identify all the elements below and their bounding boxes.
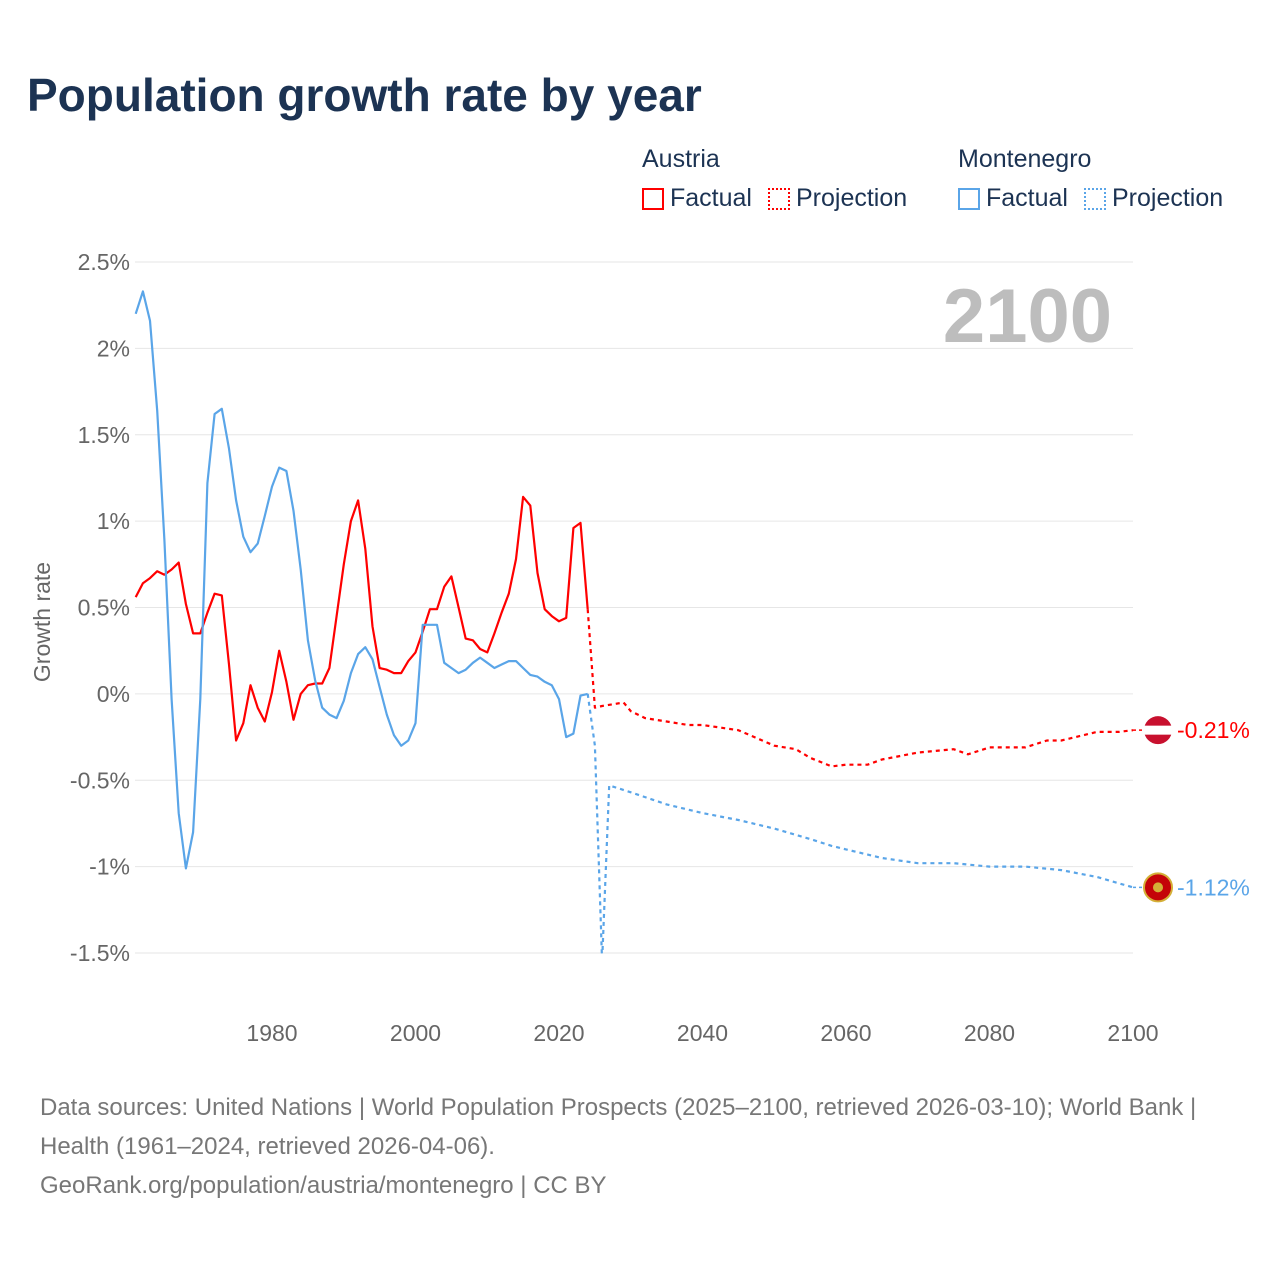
solid-swatch-icon: [642, 187, 664, 210]
y-tick-label: 2%: [97, 335, 130, 361]
montenegro-projection-line: [586, 693, 1134, 954]
montenegro-factual-line: [134, 290, 588, 870]
credit-link[interactable]: GeoRank.org/population/austria/montenegr…: [40, 1172, 607, 1199]
end-value-label: -0.21%: [1177, 717, 1250, 743]
legend-austria: Austria Factual Projection: [642, 145, 907, 213]
austria-flag-icon: [1144, 716, 1172, 745]
x-tick-label: 2040: [677, 1020, 728, 1046]
flag-emblem: [1153, 882, 1163, 893]
legend-label: Projection: [795, 184, 908, 212]
x-tick-label: 2060: [820, 1020, 871, 1046]
y-tick-label: 2.5%: [78, 249, 130, 275]
y-axis-label: Growth rate: [29, 562, 55, 682]
y-tick-label: -1%: [89, 854, 130, 880]
y-tick-label: 1%: [97, 508, 130, 534]
end-value-label: -1.12%: [1177, 874, 1250, 900]
flag-stripe: [1144, 725, 1172, 735]
austria-factual-line: [134, 495, 589, 742]
y-tick-label: 0.5%: [78, 595, 130, 621]
y-tick-label: -1.5%: [70, 940, 130, 966]
legend-montenegro: Montenegro Factual Projection: [958, 145, 1223, 213]
solid-swatch-icon: [958, 187, 980, 210]
austria-projection-line: [586, 609, 1134, 768]
x-tick-label: 2080: [964, 1020, 1015, 1046]
legend-label: Factual: [986, 184, 1068, 212]
dotted-swatch-icon: [767, 187, 790, 210]
x-tick-label: 2020: [533, 1020, 584, 1046]
legend-montenegro-factual[interactable]: Factual: [958, 184, 1068, 213]
legend-group-name: Austria: [642, 145, 720, 173]
x-tick-label: 1980: [246, 1020, 297, 1046]
dotted-swatch-icon: [1083, 187, 1106, 210]
legend-austria-projection[interactable]: Projection: [767, 184, 908, 213]
footer: Data sources: United Nations | World Pop…: [40, 1088, 1240, 1205]
y-tick-label: -0.5%: [70, 767, 130, 793]
legend-group-name: Montenegro: [958, 145, 1092, 173]
legend-label: Projection: [1111, 184, 1224, 212]
legend-label: Factual: [670, 184, 752, 212]
y-tick-label: 0%: [97, 681, 130, 707]
year-watermark: 2100: [943, 274, 1112, 359]
x-tick-label: 2100: [1107, 1020, 1158, 1046]
y-tick-label: 1.5%: [78, 422, 130, 448]
legend-montenegro-projection[interactable]: Projection: [1083, 184, 1224, 213]
montenegro-flag-icon: [1143, 872, 1173, 903]
x-tick-label: 2000: [390, 1020, 441, 1046]
legend-austria-factual[interactable]: Factual: [642, 184, 752, 213]
data-sources: Data sources: United Nations | World Pop…: [40, 1094, 1197, 1160]
chart-title: Population growth rate by year: [27, 69, 702, 121]
